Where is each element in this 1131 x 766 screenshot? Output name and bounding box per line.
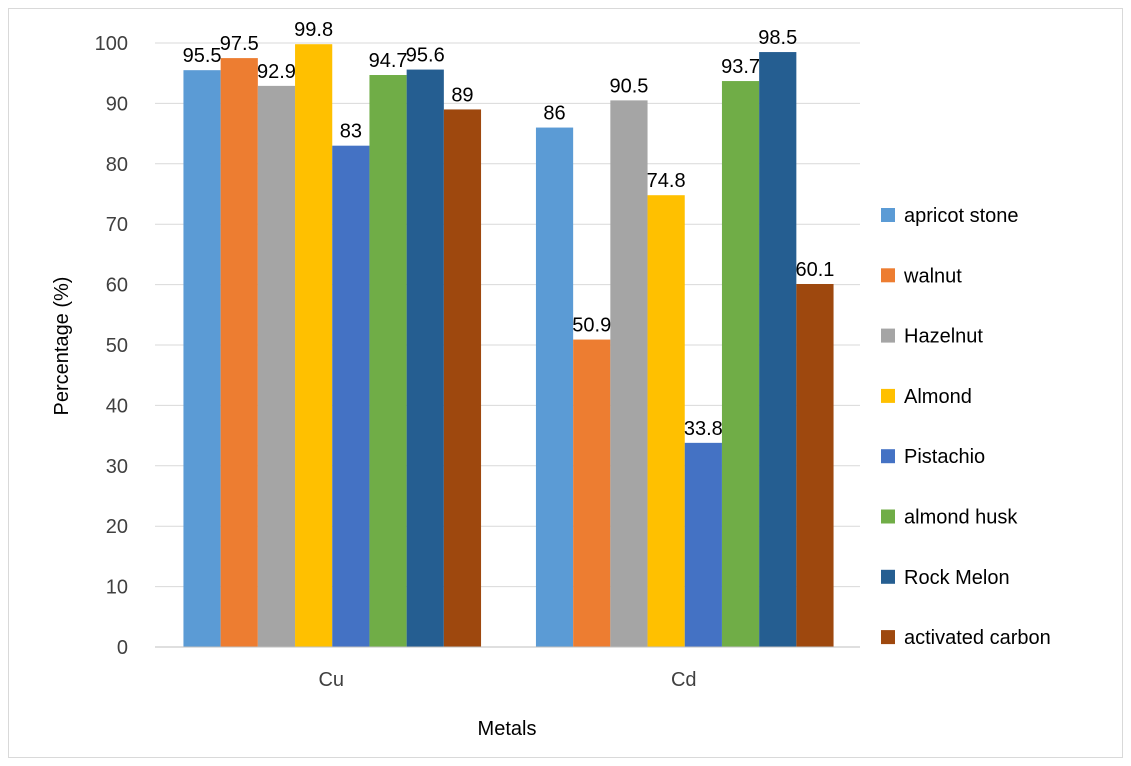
bar-rock-melon-cd [759,52,797,648]
legend-swatch [881,328,895,343]
y-tick-label: 10 [106,577,128,599]
legend-swatch [881,569,895,584]
data-label: 94.7 [369,50,408,72]
legend-label: walnut [903,265,962,287]
data-label: 92.9 [257,61,296,83]
legend-label: Almond [904,386,972,408]
data-label: 99.8 [294,19,333,41]
y-tick-label: 80 [106,154,128,176]
y-tick-label: 40 [106,395,128,417]
data-label: 93.7 [721,56,760,78]
x-tick-label: Cd [671,669,697,691]
bar-hazelnut-cd [610,100,648,647]
y-tick-label: 0 [117,637,128,659]
bar-apricot-stone-cd [535,127,574,647]
legend-swatch [881,630,895,645]
data-labels: 95.597.5 92.9 99.8 83 94.795.6 89 86 50.9 90.5 74… [183,19,835,440]
y-tick-label: 90 [106,93,128,115]
legend: apricot stone walnut Hazelnut Almond Pistach… [881,205,1051,649]
bar-activated-carbon-cd [796,283,834,647]
x-axis-title: Metals [478,718,537,740]
data-label: 86 [543,103,565,125]
legend-label: Hazelnut [904,326,983,348]
data-label: 97.5 [220,33,259,55]
y-axis-title: Percentage (%) [51,277,73,416]
bar-walnut-cu [220,58,258,648]
bar-almond-cd [647,195,685,647]
legend-swatch [881,268,895,283]
y-tick-label: 20 [106,516,128,538]
bar-activated-carbon-cu [443,109,482,647]
bar-almond-husk-cu [369,75,407,647]
data-label: 95.5 [183,45,222,67]
legend-swatch [881,509,895,524]
bar-almond-cu [295,44,333,647]
data-label: 98.5 [758,27,797,49]
bar-almond-husk-cd [721,81,760,647]
data-label: 95.6 [406,45,445,67]
y-tick-label: 60 [106,275,128,297]
legend-label: Pistachio [904,446,985,468]
bars [183,44,834,648]
y-tick-label: 50 [106,335,128,357]
y-tick-label: 100 [95,33,128,55]
legend-swatch [881,388,895,403]
legend-label: almond husk [904,507,1018,529]
bar-walnut-cd [573,339,611,647]
y-tick-label: 70 [106,214,128,236]
data-label: 33.8 [684,418,723,440]
data-label: 83 [340,121,362,143]
legend-label: activated carbon [904,627,1051,649]
bar-pistachio-cu [332,145,370,647]
bar-hazelnut-cu [257,85,296,647]
data-label: 74.8 [647,170,686,192]
data-label: 50.9 [572,315,611,337]
legend-swatch [881,208,895,222]
x-tick-label: Cu [318,669,344,691]
legend-label: apricot stone [904,205,1019,227]
axes: 0 10 20 30 40 50 60 70 80 90 100 Cu Cd [95,33,860,691]
data-label: 90.5 [609,75,648,97]
legend-label: Rock Melon [904,567,1010,589]
data-label: 89 [451,84,473,106]
data-label: 60.1 [795,259,834,281]
bar-pistachio-cd [684,442,722,647]
bar-rock-melon-cu [406,69,444,648]
legend-swatch [881,449,895,464]
y-tick-label: 30 [106,456,128,478]
bar-apricot-stone-cu [183,70,221,648]
